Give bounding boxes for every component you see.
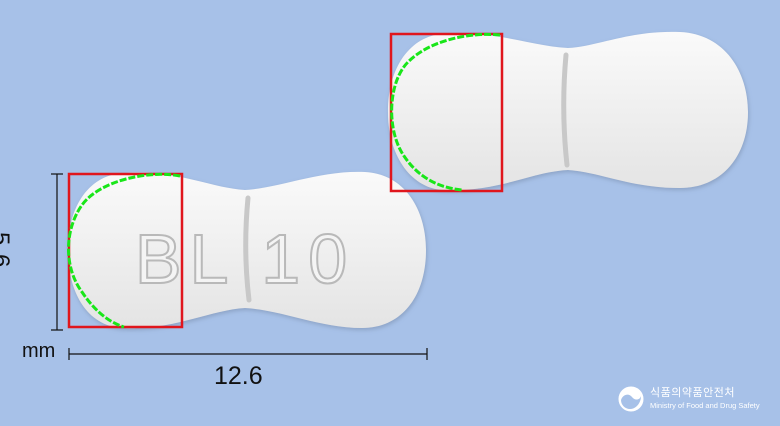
unit-label: mm	[22, 340, 56, 362]
tablet-front: BL 10	[68, 171, 426, 329]
edge-contour-back	[390, 32, 501, 192]
score-line-front	[243, 195, 252, 303]
height-value-label: 5.6	[0, 232, 14, 269]
mfds-english-name: Ministry of Food and Drug Safety	[650, 401, 760, 411]
taegeuk-emblem-icon	[618, 386, 644, 412]
score-line-back	[561, 52, 570, 168]
tablet-back	[388, 31, 748, 191]
height-dimension	[51, 173, 63, 331]
width-dimension	[68, 348, 428, 360]
mfds-korean-name: 식품의약품안전처	[650, 387, 735, 400]
mfds-logo: 식품의약품안전처 Ministry of Food and Drug Safet…	[618, 386, 760, 412]
imprint-text: BL 10	[135, 220, 355, 298]
width-value-label: 12.6	[214, 362, 263, 390]
edge-contour-front	[67, 172, 181, 329]
highlight-box-back	[389, 32, 504, 193]
